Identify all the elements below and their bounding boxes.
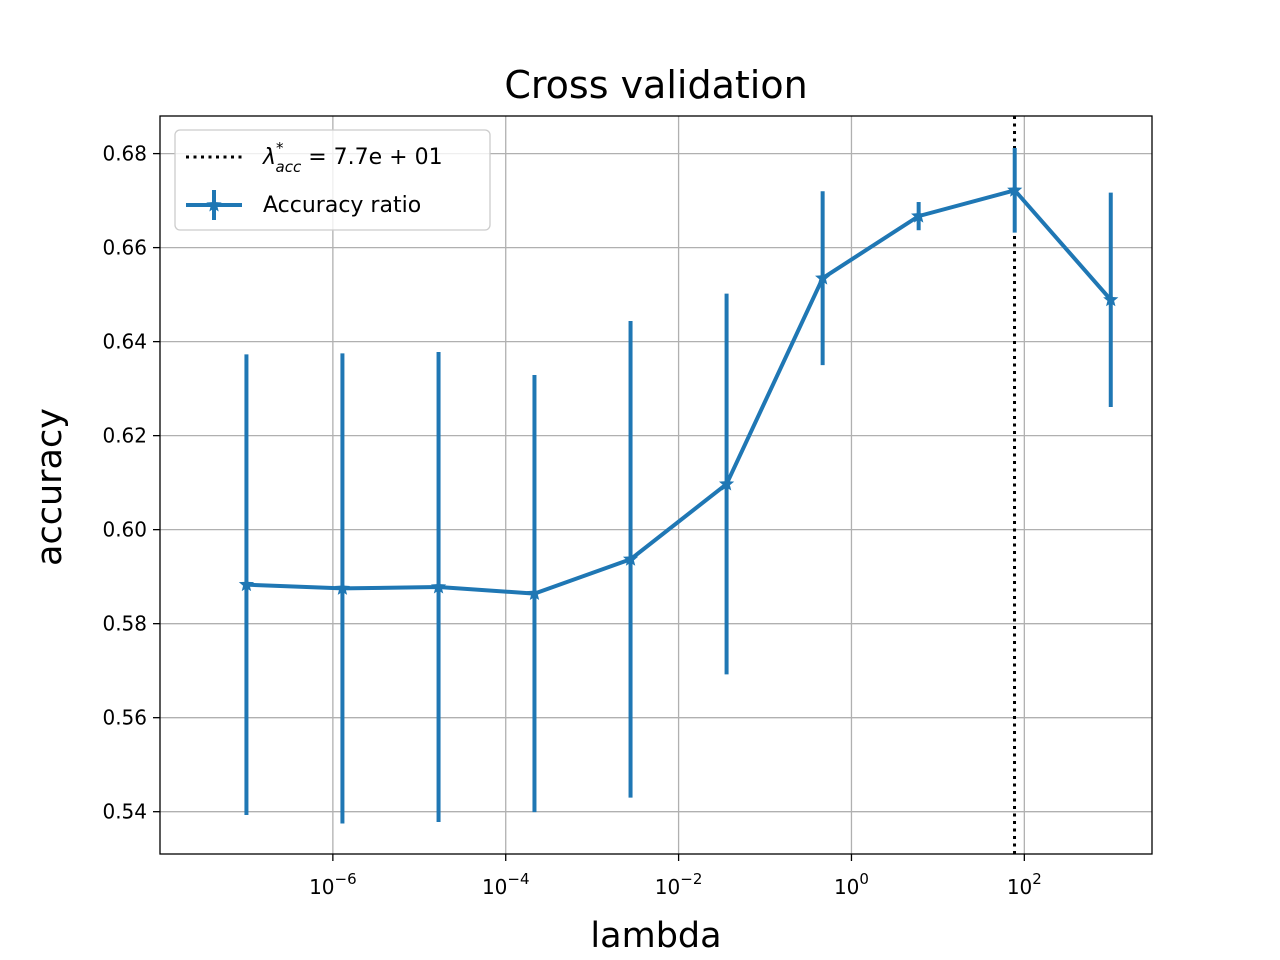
legend-vline-label: λ* acc = 7.7e + 01: [262, 139, 443, 176]
data-point: [526, 585, 543, 601]
x-tick-exponent: −6: [335, 870, 357, 888]
x-tick-exponent: −2: [680, 870, 702, 888]
y-tick-label: 0.68: [102, 142, 147, 166]
legend-series-label: Accuracy ratio: [263, 193, 421, 218]
x-axis-ticks: 10−6 10−4 10−2 100 102: [309, 854, 1042, 899]
x-tick-label: 10−2: [655, 870, 703, 899]
chart-title: Cross validation: [504, 63, 807, 107]
x-tick-base: 10: [834, 875, 859, 899]
x-tick-base: 10: [309, 875, 334, 899]
x-tick-exponent: −4: [507, 870, 529, 888]
plot-frame: [159, 115, 1153, 855]
data-point: [815, 270, 831, 285]
legend-lambda-symbol: λ: [262, 145, 276, 170]
y-tick-label: 0.64: [102, 330, 147, 354]
data-point: [430, 579, 447, 594]
x-tick-exponent: 2: [1032, 870, 1042, 888]
data-point: [334, 580, 351, 595]
data-point: [622, 551, 639, 566]
x-tick-base: 10: [655, 875, 680, 899]
y-tick-label: 0.62: [102, 424, 147, 448]
x-tick-label: 102: [1007, 870, 1042, 899]
legend-lambda-value: = 7.7e + 01: [301, 145, 442, 170]
data-point: [1007, 182, 1023, 197]
accuracy-series: [246, 188, 1113, 596]
x-tick-base: 10: [1007, 875, 1032, 899]
y-tick-label: 0.58: [102, 612, 147, 636]
x-tick-label: 100: [834, 870, 869, 899]
grid: [160, 116, 1152, 854]
data-point: [911, 208, 927, 223]
x-axis-label: lambda: [590, 916, 721, 956]
legend-series-marker: [206, 197, 222, 212]
legend-lambda-subscript: acc: [276, 158, 302, 176]
series-markers: [238, 182, 1119, 601]
x-tick-label: 10−6: [309, 870, 357, 899]
legend-lambda-superscript: *: [276, 139, 284, 157]
x-tick-base: 10: [482, 875, 507, 899]
y-tick-label: 0.56: [102, 706, 147, 730]
y-tick-label: 0.66: [102, 236, 147, 260]
data-point: [718, 476, 735, 491]
legend: λ* acc = 7.7e + 01 Accuracy ratio: [174, 129, 491, 231]
y-axis-label: accuracy: [30, 408, 70, 566]
legend-box: [174, 129, 491, 231]
y-tick-label: 0.60: [102, 518, 147, 542]
x-tick-label: 10−4: [482, 870, 530, 899]
data-point: [1103, 291, 1119, 307]
series-line: [246, 188, 1113, 596]
x-tick-exponent: 0: [859, 870, 869, 888]
data-point: [238, 576, 255, 592]
y-axis-ticks: 0.54 0.56 0.58 0.60 0.62 0.64 0.66 0.68: [102, 142, 160, 824]
y-tick-label: 0.54: [102, 800, 147, 824]
